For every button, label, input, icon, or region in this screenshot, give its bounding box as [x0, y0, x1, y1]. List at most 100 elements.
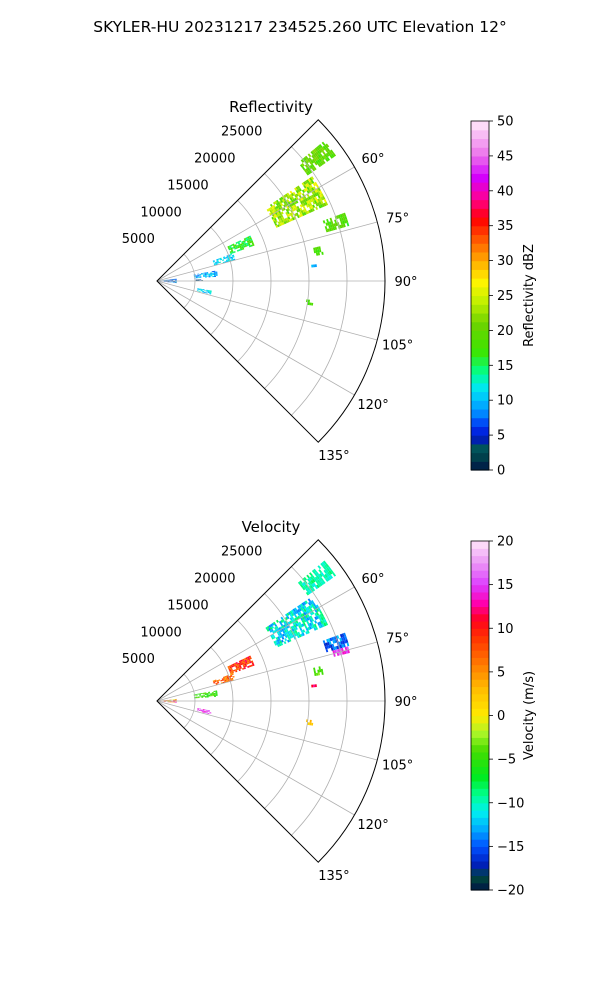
echo-gate — [298, 611, 302, 615]
echo-gate — [200, 273, 203, 275]
echo-gate — [302, 205, 306, 210]
echo-gate — [332, 640, 336, 644]
echo-gate — [299, 207, 303, 211]
echo-gate — [315, 202, 319, 207]
echo-gate — [306, 186, 310, 191]
echo-gate — [271, 625, 275, 629]
colorbar-band — [471, 722, 489, 731]
echo-gate — [287, 207, 291, 212]
echo-gate — [203, 695, 206, 697]
echo-gate — [329, 574, 334, 579]
echo-gate — [199, 274, 202, 276]
echo-gate — [240, 243, 243, 246]
echo-gate — [323, 569, 328, 574]
echo-gate — [316, 608, 320, 612]
echo-gate — [234, 244, 237, 247]
echo-gate — [314, 181, 318, 186]
echo-gate — [210, 275, 213, 277]
echo-gate — [326, 218, 329, 223]
echo-gate — [197, 697, 200, 699]
echo-gate — [309, 584, 314, 589]
echo-gate — [306, 630, 310, 634]
echo-gate — [332, 226, 336, 231]
echo-gate — [324, 157, 329, 162]
colorbar-band — [471, 751, 489, 760]
echo-gate — [327, 638, 331, 642]
echo-gate — [174, 282, 177, 284]
echo-gate — [195, 276, 198, 278]
echo-gate — [324, 148, 329, 153]
echo-gate — [268, 207, 271, 211]
colorbar-tick-label: 0 — [497, 464, 505, 479]
echo-gate — [216, 260, 219, 263]
echo-region — [196, 708, 212, 715]
echo-gate — [332, 636, 336, 641]
panel-title: Velocity — [242, 518, 301, 536]
echo-gate — [323, 643, 327, 647]
echo-gate — [288, 194, 292, 199]
radial-tick-label: 20000 — [194, 152, 235, 167]
echo-gate — [310, 176, 315, 181]
echo-gate — [197, 708, 200, 710]
echo-region — [332, 646, 350, 657]
echo-gate — [210, 273, 213, 275]
colorbar-band — [471, 121, 489, 131]
echo-gate — [236, 249, 240, 252]
echo-gate — [344, 215, 348, 220]
echo-gate — [307, 722, 310, 726]
echo-gate — [205, 292, 208, 294]
echo-gate — [243, 241, 246, 244]
echo-gate — [320, 204, 324, 208]
echo-gate — [213, 271, 216, 274]
echo-gate — [313, 157, 317, 162]
echo-gate — [303, 608, 307, 613]
echo-gate — [213, 261, 216, 263]
echo-gate — [299, 164, 304, 168]
echo-gate — [225, 256, 228, 259]
echo-gate — [285, 628, 289, 632]
echo-gate — [208, 692, 211, 694]
echo-gate — [315, 611, 320, 616]
echo-gate — [272, 207, 276, 211]
echo-gate — [284, 638, 288, 642]
echo-gate — [306, 210, 310, 214]
echo-gate — [209, 712, 212, 714]
echo-gate — [196, 290, 199, 292]
echo-gate — [199, 276, 202, 278]
echo-region — [311, 264, 317, 268]
echo-gate — [205, 696, 207, 698]
echo-gate — [233, 250, 236, 253]
echo-gate — [288, 218, 292, 222]
echo-gate — [310, 180, 315, 184]
echo-gate — [195, 693, 198, 695]
colorbar-tick-label: −15 — [497, 840, 524, 855]
echo-gate — [281, 618, 285, 623]
echo-gate — [227, 667, 231, 670]
echo-gate — [208, 290, 210, 292]
echo-gate — [297, 631, 301, 635]
echo-gate — [200, 290, 203, 292]
echo-gate — [334, 646, 338, 650]
echo-gate — [288, 611, 292, 615]
echo-gate — [322, 160, 326, 164]
colorbar-tick-label: −20 — [497, 884, 524, 899]
echo-gate — [315, 160, 320, 165]
echo-gate — [212, 695, 215, 697]
colorbar: −20 −15 −10 −5 0 5 10 15 20 Velocity (m/s) — [470, 535, 537, 899]
echo-gate — [307, 601, 312, 606]
echo-gate — [299, 210, 302, 215]
echo-gate — [291, 196, 295, 200]
echo-gate — [303, 181, 307, 185]
echo-gate — [306, 617, 310, 621]
colorbar-band — [471, 737, 489, 746]
echo-gate — [248, 243, 251, 246]
colorbar-tick-label: 20 — [497, 324, 514, 339]
echo-gate — [249, 237, 252, 240]
echo-gate — [311, 583, 315, 588]
echo-gate — [202, 274, 205, 276]
echo-gate — [232, 244, 236, 247]
echo-gate — [330, 220, 334, 225]
colorbar-band — [471, 773, 489, 782]
echo-gate — [336, 215, 340, 219]
echo-gate — [310, 159, 315, 164]
